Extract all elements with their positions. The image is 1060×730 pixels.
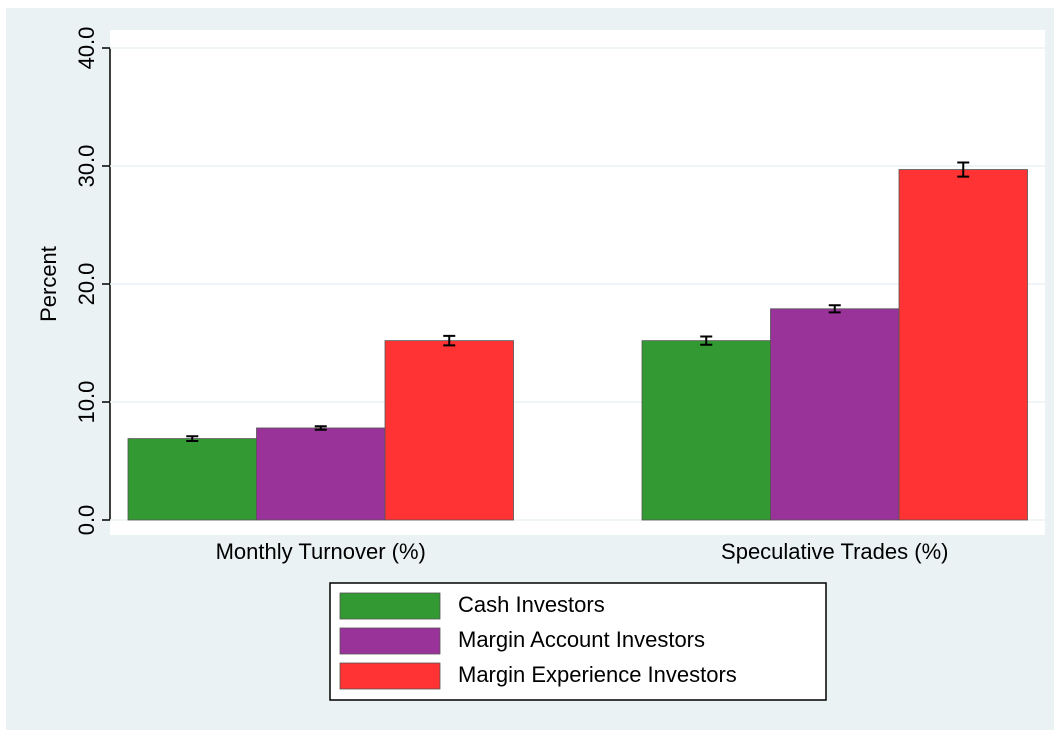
bar [256,427,386,521]
error-bar [443,334,456,347]
legend-label: Margin Account Investors [458,627,705,652]
error-bar [957,161,970,178]
error-bar [314,425,327,431]
x-tick-label: Speculative Trades (%) [721,539,948,564]
legend-label: Margin Experience Investors [458,662,737,687]
error-bar [700,335,713,346]
error-bar [828,304,841,314]
y-tick-label: 30.0 [74,145,99,188]
y-axis-label: Percent [36,246,61,322]
bar [127,438,257,521]
error-bar [186,435,199,442]
legend-swatch [339,662,441,690]
legend-swatch [339,627,441,655]
bar [770,308,900,521]
legend-label: Cash Investors [458,592,605,617]
y-tick-label: 40.0 [74,27,99,70]
bar [641,340,771,521]
legend-swatch [339,592,441,620]
x-tick-label: Monthly Turnover (%) [216,539,426,564]
y-tick-label: 0.0 [74,505,99,536]
bar [898,169,1028,521]
y-tick-label: 20.0 [74,263,99,306]
bar [384,340,514,521]
y-tick-label: 10.0 [74,381,99,424]
